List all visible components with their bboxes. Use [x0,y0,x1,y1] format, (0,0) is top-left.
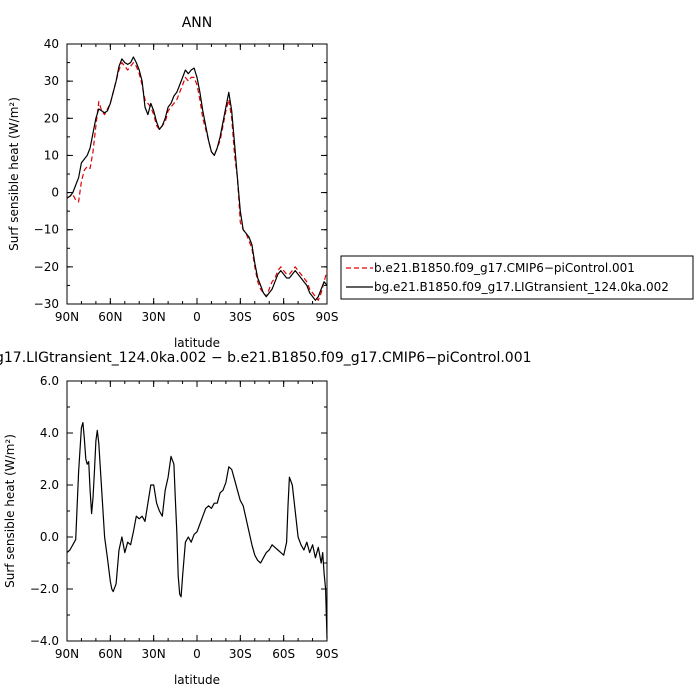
x-tick-label: 30S [229,310,252,324]
top-y-axis-label: Surf sensible heat (W/m²) [7,97,21,251]
legend: b.e21.B1850.f09_g17.CMIP6−piControl.001 … [340,255,694,300]
y-tick-label: 0 [51,186,59,200]
y-tick-label: 6.0 [40,374,59,388]
x-tick-label: 90S [316,647,339,661]
y-tick-label: 2.0 [40,478,59,492]
x-tick-label: 0 [193,310,201,324]
x-tick-label: 60S [272,647,295,661]
y-tick-label: −30 [34,297,59,311]
x-tick-label: 0 [193,647,201,661]
bottom-chart-title: bg.e21.B1850.f09_g17.LIGtransient_124.0k… [0,350,532,366]
bottom-panel: bg.e21.B1850.f09_g17.LIGtransient_124.0k… [0,350,532,687]
top-panel: ANN 90N 60N 30N 0 30S 60S 90S 40 30 20 10 0 −10 −20 −3… [7,15,694,350]
bottom-x-axis-label: latitude [174,673,220,687]
y-tick-label: 40 [44,37,59,51]
series-line-0 [66,422,328,639]
y-tick-label: −20 [34,260,59,274]
top-plot-frame [66,43,328,305]
y-tick-label: 4.0 [40,426,59,440]
y-tick-label: −4.0 [30,634,59,648]
y-tick-label: −2.0 [30,582,59,596]
top-chart-title: ANN [182,15,213,31]
x-tick-label: 60S [272,310,295,324]
legend-label-control: b.e21.B1850.f09_g17.CMIP6−piControl.001 [374,261,635,275]
legend-box [340,255,694,300]
y-tick-label: 10 [44,148,59,162]
x-tick-label: 90S [316,310,339,324]
series-line-1 [66,56,328,301]
x-tick-label: 60N [98,310,122,324]
x-tick-label: 90N [55,647,79,661]
x-tick-label: 60N [98,647,122,661]
x-tick-label: 30N [142,647,166,661]
y-tick-label: 30 [44,74,59,88]
series-line-0 [66,61,328,301]
x-tick-label: 90N [55,310,79,324]
x-tick-label: 30S [229,647,252,661]
top-x-axis-label: latitude [174,336,220,350]
x-tick-label: 30N [142,310,166,324]
y-tick-label: 0.0 [40,530,59,544]
legend-label-lig: bg.e21.B1850.f09_g17.LIGtransient_124.0k… [374,280,669,294]
y-tick-label: −10 [34,223,59,237]
bottom-y-axis-label: Surf sensible heat (W/m²) [3,434,17,588]
y-tick-label: 20 [44,111,59,125]
